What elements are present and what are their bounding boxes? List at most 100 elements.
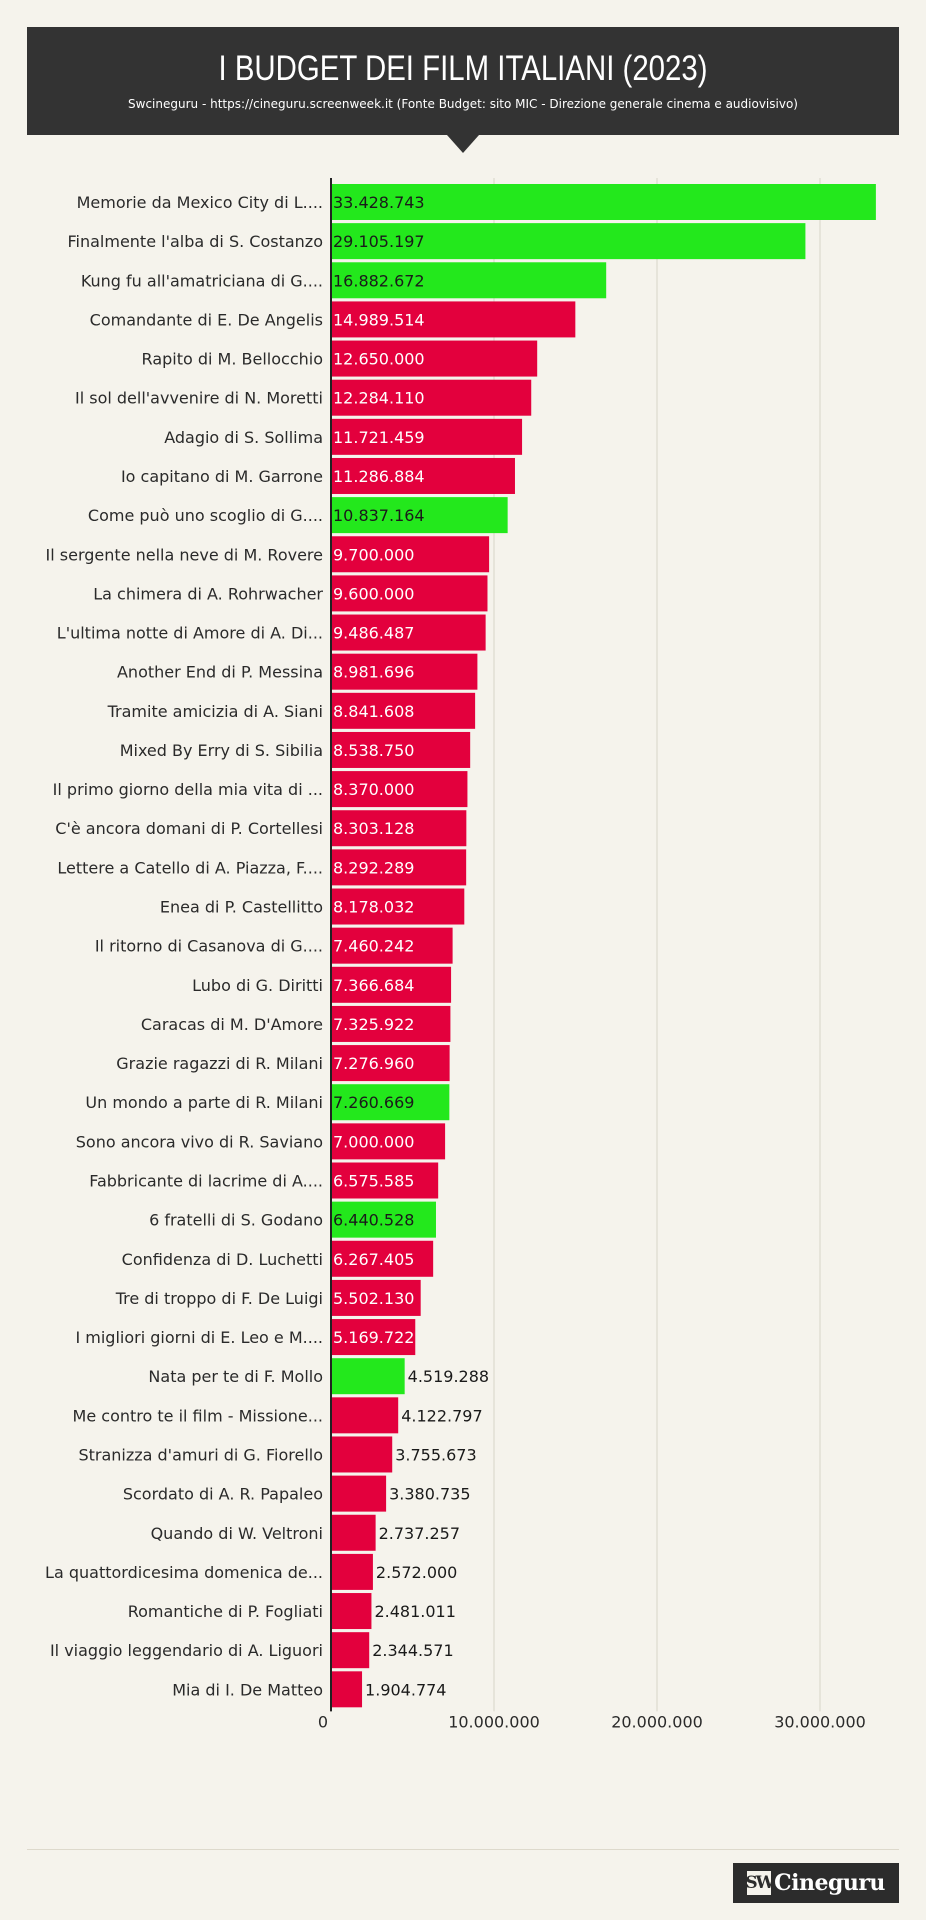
- category-label: Adagio di S. Sollima: [164, 428, 323, 447]
- bar: [331, 731, 471, 768]
- category-label: Enea di P. Castellitto: [160, 898, 323, 917]
- logo-mark-icon: SW: [745, 1871, 775, 1895]
- category-label: Nata per te di F. Mollo: [148, 1367, 323, 1386]
- value-label: 33.428.743: [333, 193, 425, 212]
- value-label: 2.572.000: [376, 1563, 457, 1582]
- category-label: Tramite amicizia di A. Siani: [107, 702, 323, 721]
- x-tick-label: 10.000.000: [448, 1712, 540, 1731]
- chart-title: I BUDGET DEI FILM ITALIANI (2023): [218, 49, 708, 88]
- category-label: Lubo di G. Diritti: [192, 976, 323, 995]
- value-label: 6.575.585: [333, 1172, 414, 1191]
- category-label: Kung fu all'amatriciana di G....: [81, 271, 323, 290]
- category-label: La quattordicesima domenica de...: [45, 1563, 323, 1582]
- bar: [331, 966, 452, 1003]
- bar: [331, 497, 508, 534]
- value-label: 9.600.000: [333, 584, 414, 603]
- bar: [331, 927, 453, 964]
- category-label: Un mondo a parte di R. Milani: [85, 1093, 323, 1112]
- category-label: L'ultima notte di Amore di A. Di...: [57, 624, 323, 643]
- cineguru-logo: SW Cineguru: [733, 1863, 899, 1903]
- category-label: 6 fratelli di S. Godano: [149, 1211, 323, 1230]
- category-label: Il sol dell'avvenire di N. Moretti: [75, 389, 323, 408]
- value-label: 10.837.164: [333, 506, 425, 525]
- category-label: Caracas di M. D'Amore: [141, 1015, 323, 1034]
- value-label: 11.721.459: [333, 428, 425, 447]
- category-label: Sono ancora vivo di R. Saviano: [76, 1132, 323, 1151]
- value-label: 14.989.514: [333, 310, 425, 329]
- chart-header: I BUDGET DEI FILM ITALIANI (2023) Swcine…: [27, 27, 899, 135]
- bar: [331, 653, 478, 690]
- category-label: Lettere a Catello di A. Piazza, F....: [57, 858, 323, 877]
- bar: [331, 1593, 372, 1630]
- bar: [331, 1436, 393, 1473]
- x-tick-label: 0: [318, 1712, 328, 1731]
- value-label: 7.460.242: [333, 937, 414, 956]
- value-label: 8.178.032: [333, 898, 414, 917]
- footer-divider: [27, 1849, 899, 1850]
- value-label: 5.169.722: [333, 1328, 414, 1347]
- bar: [331, 1279, 421, 1316]
- x-tick-label: 30.000.000: [774, 1712, 866, 1731]
- value-label: 7.366.684: [333, 976, 414, 995]
- category-label: Il primo giorno della mia vita di ...: [53, 780, 323, 799]
- value-label: 8.303.128: [333, 819, 414, 838]
- value-label: 4.519.288: [408, 1367, 489, 1386]
- bar: [331, 888, 465, 925]
- x-tick-label: 20.000.000: [611, 1712, 703, 1731]
- value-label: 5.502.130: [333, 1289, 414, 1308]
- bar: [331, 614, 486, 651]
- bar: [331, 418, 523, 455]
- value-label: 12.650.000: [333, 350, 425, 369]
- value-label: 3.755.673: [395, 1445, 476, 1464]
- category-label: Romantiche di P. Fogliati: [128, 1602, 323, 1621]
- value-label: 7.260.669: [333, 1093, 414, 1112]
- header-pointer-arrow: [447, 135, 479, 153]
- bar: [331, 457, 515, 494]
- bar: [331, 771, 468, 808]
- category-label: Il sergente nella neve di M. Rovere: [46, 545, 323, 564]
- category-label: Stranizza d'amuri di G. Fiorello: [78, 1445, 323, 1464]
- bar: [331, 1514, 376, 1551]
- category-label: Grazie ragazzi di R. Milani: [116, 1054, 323, 1073]
- value-label: 8.981.696: [333, 663, 414, 682]
- bar: [331, 692, 476, 729]
- category-label: Me contro te il film - Missione...: [73, 1406, 323, 1425]
- bar: [331, 536, 490, 573]
- bar: [331, 340, 538, 377]
- value-label: 8.292.289: [333, 858, 414, 877]
- value-label: 7.276.960: [333, 1054, 414, 1073]
- value-label: 8.841.608: [333, 702, 414, 721]
- value-label: 9.486.487: [333, 624, 414, 643]
- bar: [331, 1045, 450, 1082]
- category-label: Mixed By Erry di S. Sibilia: [120, 741, 323, 760]
- bar: [331, 810, 467, 847]
- bar: [331, 1397, 399, 1434]
- category-label: Fabbricante di lacrime di A....: [89, 1172, 323, 1191]
- bar: [331, 1084, 450, 1121]
- value-label: 29.105.197: [333, 232, 425, 251]
- bar: [331, 1632, 370, 1669]
- category-label: C'è ancora domani di P. Cortellesi: [55, 819, 323, 838]
- value-label: 2.481.011: [374, 1602, 455, 1621]
- category-label: Another End di P. Messina: [117, 663, 323, 682]
- bar-chart: Memorie da Mexico City di L.... 33.428.74…: [45, 178, 876, 1731]
- logo-text: Cineguru: [774, 1870, 885, 1896]
- category-label: Mia di I. De Matteo: [172, 1680, 323, 1699]
- value-label: 6.440.528: [333, 1211, 414, 1230]
- category-label: Rapito di M. Bellocchio: [142, 350, 323, 369]
- value-label: 8.538.750: [333, 741, 414, 760]
- value-label: 1.904.774: [365, 1680, 446, 1699]
- bar: [331, 1123, 446, 1160]
- category-label: Confidenza di D. Luchetti: [122, 1250, 323, 1269]
- bar: [331, 1201, 436, 1238]
- value-label: 3.380.735: [389, 1485, 470, 1504]
- bar: [331, 1005, 451, 1042]
- bar: [331, 1319, 416, 1356]
- category-label: Scordato di A. R. Papaleo: [123, 1485, 323, 1504]
- bar: [331, 1671, 363, 1708]
- category-label: Comandante di E. De Angelis: [90, 310, 323, 329]
- bar: [331, 575, 488, 612]
- value-label: 7.000.000: [333, 1132, 414, 1151]
- bar: [331, 379, 532, 416]
- category-label: Tre di troppo di F. De Luigi: [115, 1289, 323, 1308]
